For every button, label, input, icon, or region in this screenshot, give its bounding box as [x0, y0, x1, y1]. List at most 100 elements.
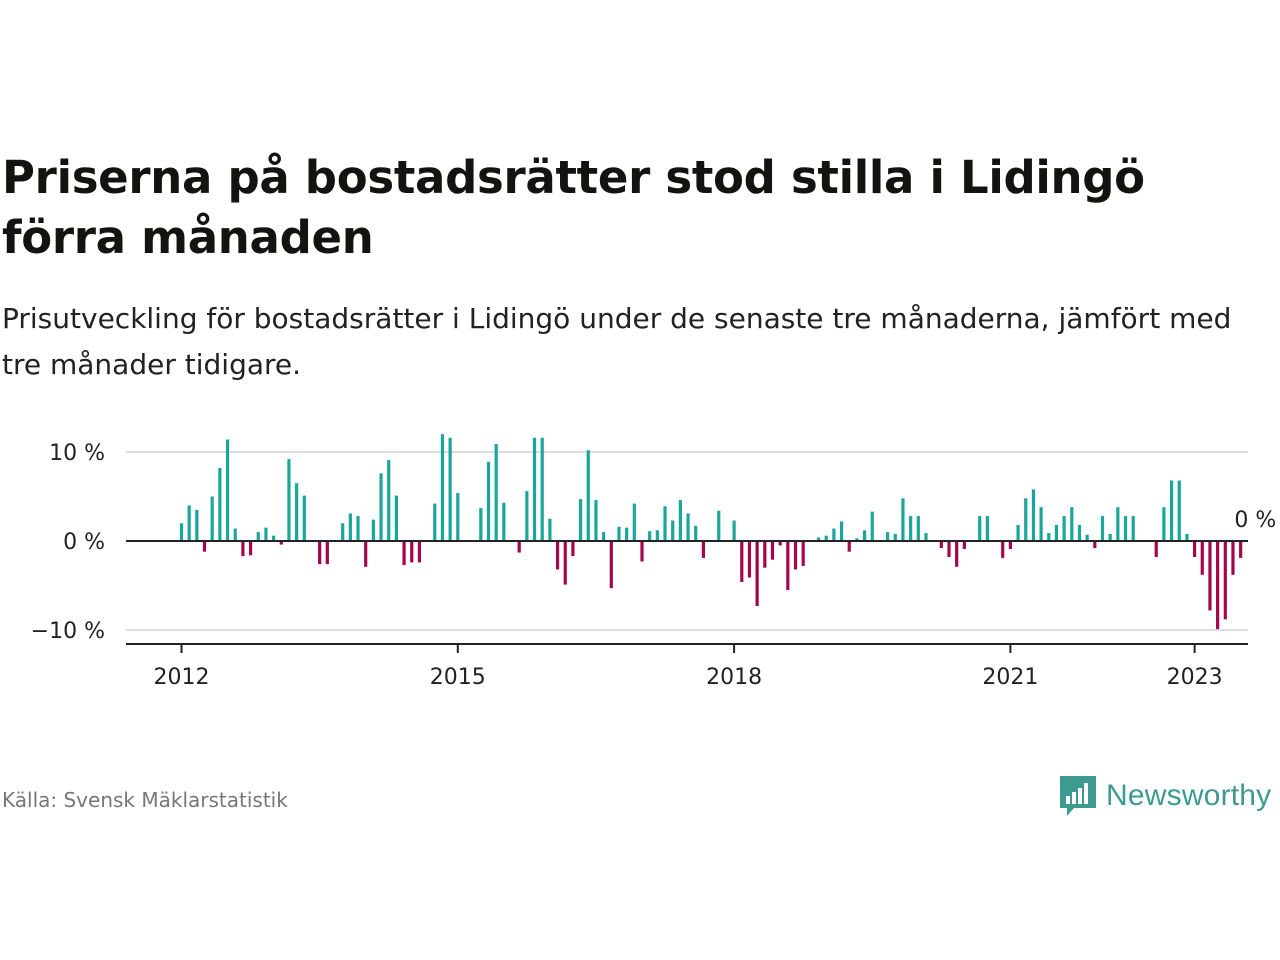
x-tick-label: 2012	[154, 665, 210, 690]
bar	[1070, 507, 1074, 541]
bar	[502, 502, 506, 541]
bar	[1223, 541, 1227, 620]
bar	[740, 541, 744, 582]
bar	[1177, 480, 1181, 541]
bar	[1169, 480, 1174, 541]
brand-logo: Newsworthy	[1058, 774, 1271, 818]
x-tick-label: 2023	[1167, 665, 1223, 690]
bar	[525, 491, 529, 541]
bar	[571, 541, 575, 557]
bar	[532, 437, 537, 541]
bar	[1039, 507, 1043, 541]
bar	[985, 516, 989, 541]
bar	[272, 535, 276, 541]
bar-chart: 10 % 0 % −10 % 2012 2015 2018 2021 2023 0 %	[31, 434, 1276, 690]
bar	[901, 498, 905, 541]
bar	[517, 541, 521, 553]
bar	[1054, 524, 1059, 541]
bar	[786, 541, 790, 590]
bar	[179, 523, 184, 541]
bar	[348, 513, 352, 541]
bar	[663, 506, 667, 541]
bar	[701, 541, 705, 558]
bar	[256, 532, 260, 541]
bar	[717, 510, 721, 541]
y-tick-label: −10 %	[31, 619, 105, 644]
bar	[1116, 507, 1120, 541]
bar	[364, 541, 368, 567]
bar	[394, 495, 398, 541]
bar	[1001, 541, 1005, 558]
bar	[955, 541, 959, 567]
brand-name: Newsworthy	[1106, 779, 1272, 812]
bar	[778, 541, 782, 546]
bar	[341, 523, 345, 541]
bar	[632, 503, 636, 541]
bar	[1016, 524, 1020, 541]
bar	[793, 541, 798, 570]
bar	[732, 520, 736, 541]
bar	[402, 541, 406, 566]
bar	[870, 511, 874, 541]
bar	[686, 513, 690, 541]
bar	[187, 505, 191, 541]
bar	[978, 516, 982, 541]
bar	[287, 459, 291, 541]
bar	[548, 518, 552, 541]
bar	[801, 541, 805, 566]
bar	[233, 528, 237, 541]
bar	[417, 541, 422, 563]
bar	[1185, 533, 1189, 541]
bar	[1123, 516, 1128, 541]
bar	[824, 535, 828, 541]
bar	[1024, 498, 1028, 541]
last-value-label: 0 %	[1234, 508, 1276, 533]
bar	[962, 541, 966, 550]
bar	[494, 443, 498, 541]
bar	[893, 533, 897, 541]
x-tick-label: 2021	[982, 665, 1038, 690]
bar	[755, 541, 759, 606]
x-tick-label: 2015	[430, 665, 486, 690]
bar	[1193, 541, 1197, 558]
bar	[655, 530, 659, 541]
bar	[1077, 524, 1082, 541]
bar	[1108, 533, 1112, 541]
bar	[816, 537, 821, 541]
bar	[379, 473, 383, 541]
bar	[241, 541, 245, 557]
bar	[279, 541, 283, 545]
bar	[648, 531, 652, 541]
bar	[886, 532, 890, 541]
bar	[210, 496, 214, 541]
bar	[586, 450, 590, 541]
bar	[1239, 541, 1243, 558]
bar	[916, 516, 920, 541]
chart-subtitle: Prisutveckling för bostadsrätter i Lidin…	[2, 302, 1232, 381]
y-tick-label: 10 %	[49, 441, 105, 466]
bar	[486, 461, 491, 541]
bar	[295, 483, 299, 541]
bar	[202, 541, 207, 552]
bar	[1131, 516, 1135, 541]
bar	[1031, 489, 1036, 541]
bar	[318, 541, 322, 565]
bar	[939, 541, 943, 549]
bar	[479, 508, 483, 541]
bar	[832, 528, 836, 541]
bar	[1062, 516, 1066, 541]
bar	[617, 526, 621, 541]
bar	[448, 437, 452, 541]
bar	[555, 541, 560, 570]
bar	[839, 521, 844, 541]
bar	[195, 509, 199, 541]
bar	[579, 499, 583, 541]
bar	[1231, 541, 1235, 575]
bar	[325, 541, 329, 565]
bar	[924, 532, 928, 541]
bar	[540, 437, 544, 541]
bar	[456, 492, 460, 541]
bar	[609, 541, 613, 589]
bar	[602, 532, 606, 541]
bar	[1093, 541, 1097, 549]
